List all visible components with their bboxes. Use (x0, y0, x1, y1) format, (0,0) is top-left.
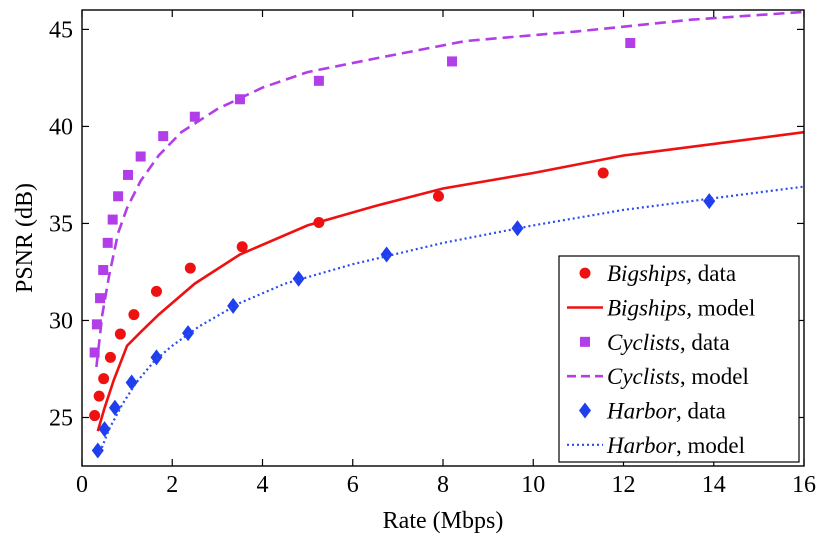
legend-box (558, 255, 800, 463)
data-point (158, 131, 169, 142)
data-point (95, 293, 106, 304)
data-point (93, 390, 105, 402)
x-axis-label: Rate (Mbps) (383, 508, 504, 534)
y-axis-label: PSNR (dB) (12, 183, 38, 293)
series-line (96, 130, 804, 432)
data-point (150, 285, 162, 297)
data-point (597, 167, 609, 179)
data-point (447, 56, 458, 67)
legend-item-3: Cyclists, data (580, 330, 730, 355)
data-point (135, 151, 146, 162)
legend-item-6: Harbor, model (567, 433, 745, 458)
x-tick-label: 2 (166, 472, 178, 498)
legend-label: Cyclists, data (607, 330, 730, 355)
y-tick-label: 30 (49, 308, 73, 334)
plot-area (89, 10, 804, 459)
x-tick-label: 0 (76, 472, 88, 498)
series-6 (98, 185, 804, 453)
x-tick-label: 4 (257, 472, 269, 498)
legend-label: Cyclists, model (607, 364, 749, 389)
data-point (189, 111, 200, 122)
data-point (98, 265, 109, 276)
y-tick-label: 40 (49, 114, 73, 140)
data-point (107, 214, 118, 225)
data-point (150, 349, 163, 366)
series-line (98, 185, 804, 453)
data-point (625, 37, 636, 48)
data-point (104, 351, 116, 363)
x-tick-label: 12 (612, 472, 636, 498)
axes: 0 2 4 6 8 10 12 14 16 25 30 35 40 45 Rate (Mbps) PSNR (… (12, 9, 816, 534)
y-tick-label: 25 (49, 405, 73, 431)
x-tick-label: 14 (702, 472, 726, 498)
data-point (313, 75, 324, 86)
legend-item-1: Bigships, data (579, 261, 736, 286)
data-point (703, 193, 716, 210)
legend-marker-swatch (579, 402, 591, 419)
legend-label: Bigships, model (607, 296, 755, 321)
data-point (89, 410, 101, 422)
y-tick-label: 45 (49, 17, 73, 43)
data-point (91, 442, 104, 459)
series-2 (96, 130, 804, 432)
data-point (128, 309, 140, 321)
x-tick-label: 6 (347, 472, 359, 498)
y-tick-label: 35 (49, 211, 73, 237)
data-point (98, 373, 110, 385)
data-point (123, 169, 134, 180)
legend: Bigships, data Bigships, model Cyclists, d… (558, 255, 800, 463)
series-line (95, 10, 804, 368)
x-tick-label: 16 (792, 472, 816, 498)
legend-item-4: Cyclists, model (567, 364, 749, 389)
legend-item-5: Harbor, data (579, 399, 726, 424)
data-point (380, 246, 393, 263)
data-point (125, 374, 138, 391)
data-point (113, 191, 124, 202)
data-point (292, 270, 305, 287)
data-point (108, 399, 121, 416)
legend-label: Harbor, model (606, 433, 745, 458)
data-point (114, 328, 126, 340)
legend-label: Harbor, data (606, 399, 726, 424)
x-tick-label: 8 (437, 472, 449, 498)
series-3 (89, 37, 636, 358)
series-4 (95, 10, 804, 368)
series-1 (89, 167, 609, 422)
data-point (184, 262, 196, 274)
data-point (102, 237, 113, 248)
data-point (236, 241, 248, 253)
legend-marker-swatch (579, 267, 591, 279)
data-point (511, 220, 524, 237)
x-tick-label: 10 (521, 472, 545, 498)
data-point (89, 347, 100, 358)
data-point (227, 297, 240, 314)
data-point (432, 190, 444, 202)
legend-item-2: Bigships, model (567, 296, 755, 321)
legend-marker-swatch (580, 336, 590, 347)
series-5 (91, 193, 716, 459)
data-point (91, 319, 102, 330)
legend-label: Bigships, data (607, 261, 736, 286)
